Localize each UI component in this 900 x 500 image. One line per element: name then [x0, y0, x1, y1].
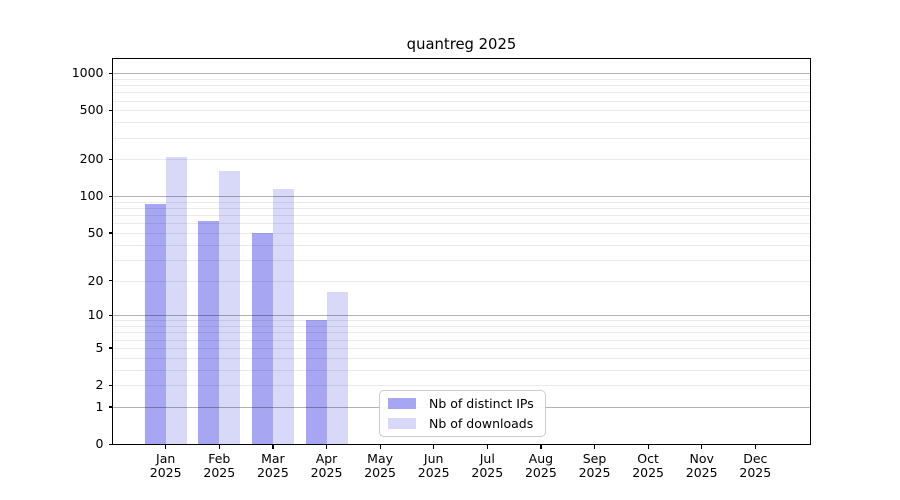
- x-tick-label-dec: Dec 2025: [739, 451, 772, 480]
- minor-gridline: [113, 137, 810, 139]
- minor-gridline: [113, 208, 810, 210]
- x-tick-label-sep: Sep 2025: [578, 451, 611, 480]
- x-tick-mark: [218, 444, 221, 449]
- y-tick-mark: [108, 109, 113, 112]
- bar-downloads-mar: [272, 189, 294, 444]
- y-tick-label: 200: [79, 151, 104, 167]
- minor-gridline: [113, 201, 810, 203]
- x-tick-mark: [486, 444, 489, 449]
- y-tick-label: 500: [79, 102, 104, 118]
- y-tick-mark: [108, 280, 113, 282]
- minor-gridline: [113, 347, 810, 349]
- minor-gridline: [113, 369, 810, 371]
- y-tick-label: 1000: [71, 65, 104, 81]
- grid-layer: [113, 59, 810, 444]
- minor-gridline: [113, 326, 810, 328]
- y-tick-label: 50: [87, 224, 104, 240]
- y-tick-mark: [108, 384, 113, 386]
- bar-distinct-ips-apr: [305, 320, 327, 444]
- minor-gridline: [113, 78, 810, 80]
- bar-distinct-ips-mar: [251, 232, 273, 444]
- bar-downloads-feb: [219, 170, 241, 444]
- x-tick-mark: [326, 444, 328, 449]
- bar-downloads-jan: [165, 156, 187, 444]
- x-tick-label-jan: Jan 2025: [149, 451, 182, 480]
- legend-item-downloads: Nb of downloads: [388, 415, 545, 432]
- legend-label-downloads: Nb of downloads: [429, 416, 534, 431]
- minor-gridline: [113, 85, 810, 87]
- y-tick-mark: [108, 347, 113, 349]
- y-tick-mark: [108, 232, 113, 234]
- chart-title: quantreg 2025: [406, 36, 517, 53]
- x-tick-mark: [594, 444, 596, 449]
- major-gridline: [113, 315, 810, 317]
- plot-area: [113, 59, 810, 444]
- y-tick-mark: [108, 314, 113, 317]
- bar-distinct-ips-feb: [198, 220, 220, 444]
- minor-gridline: [113, 259, 810, 261]
- y-tick-label: 10: [87, 307, 104, 323]
- x-tick-mark: [165, 444, 167, 449]
- minor-gridline: [113, 332, 810, 334]
- legend: Nb of distinct IPs Nb of downloads: [379, 390, 546, 437]
- x-tick-label-oct: Oct 2025: [632, 451, 664, 480]
- x-tick-mark: [701, 444, 703, 449]
- minor-gridline: [113, 110, 810, 112]
- x-tick-label-jun: Jun 2025: [417, 451, 450, 480]
- minor-gridline: [113, 339, 810, 341]
- y-tick-label: 5: [95, 339, 104, 355]
- x-tick-label-apr: Apr 2025: [310, 451, 343, 480]
- minor-gridline: [113, 357, 810, 359]
- minor-gridline: [113, 232, 810, 234]
- x-tick-mark: [647, 444, 649, 449]
- legend-swatch-distinct-ips: [388, 398, 416, 409]
- y-tick-mark: [108, 72, 113, 74]
- minor-gridline: [113, 92, 810, 94]
- x-tick-label-nov: Nov 2025: [685, 451, 718, 480]
- x-tick-label-aug: Aug 2025: [524, 451, 557, 480]
- y-tick-mark: [108, 406, 113, 408]
- legend-item-distinct-ips: Nb of distinct IPs: [388, 395, 545, 412]
- y-tick-mark: [108, 443, 113, 445]
- minor-gridline: [113, 159, 810, 161]
- x-tick-label-jul: Jul 2025: [471, 451, 504, 480]
- major-gridline: [113, 73, 810, 75]
- x-tick-mark: [379, 444, 381, 449]
- minor-gridline: [113, 100, 810, 102]
- legend-swatch-downloads: [388, 418, 416, 429]
- minor-gridline: [113, 385, 810, 387]
- minor-gridline: [113, 215, 810, 217]
- legend-label-distinct-ips: Nb of distinct IPs: [429, 396, 534, 411]
- y-tick-label: 0: [95, 436, 104, 451]
- bar-downloads-apr: [326, 291, 348, 444]
- y-tick-label: 2: [95, 377, 104, 393]
- minor-gridline: [113, 122, 810, 124]
- bars-layer: [113, 59, 810, 444]
- y-tick-label: 100: [79, 188, 104, 204]
- major-gridline: [113, 196, 810, 198]
- x-tick-mark: [433, 444, 435, 449]
- minor-gridline: [113, 244, 810, 246]
- x-tick-label-mar: Mar 2025: [256, 451, 289, 480]
- y-tick-label: 1: [95, 398, 104, 414]
- y-tick-label: 20: [87, 272, 104, 288]
- y-tick-mark: [108, 195, 113, 198]
- x-tick-mark: [272, 444, 274, 449]
- x-tick-mark: [754, 444, 757, 449]
- minor-gridline: [113, 223, 810, 225]
- minor-gridline: [113, 320, 810, 322]
- minor-gridline: [113, 280, 810, 282]
- x-tick-mark: [540, 444, 542, 449]
- y-tick-mark: [108, 158, 113, 161]
- bar-distinct-ips-jan: [144, 203, 166, 444]
- x-tick-label-feb: Feb 2025: [203, 451, 236, 480]
- x-tick-label-may: May 2025: [364, 451, 396, 480]
